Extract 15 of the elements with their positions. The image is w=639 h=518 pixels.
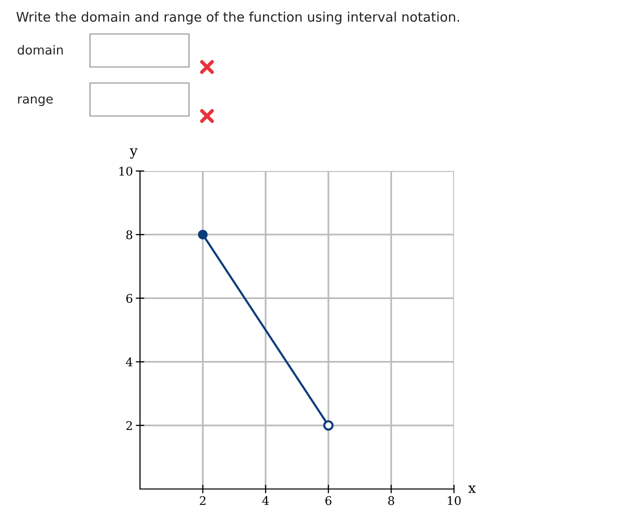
text: domain — [18, 44, 63, 55]
y-tick-label: 4 — [126, 358, 132, 366]
y-axis-title: y — [130, 148, 138, 159]
x-tick-label: 10 — [448, 496, 461, 506]
chart-title: Write the domain and range of the function using interval notation. — [16, 12, 459, 24]
y-tick-label: 6 — [126, 294, 132, 303]
x-tick-label: 2 — [200, 496, 206, 505]
x-tick-label: 6 — [325, 496, 332, 506]
y-tick-label: 2 — [126, 421, 132, 430]
y-tick-label: 8 — [126, 230, 132, 240]
x-tick-label: 4 — [262, 496, 269, 505]
text: range — [18, 96, 53, 106]
y-tick-label: 10 — [119, 166, 132, 176]
x-tick-label: 8 — [388, 496, 394, 506]
x-axis-title: x — [468, 486, 476, 493]
